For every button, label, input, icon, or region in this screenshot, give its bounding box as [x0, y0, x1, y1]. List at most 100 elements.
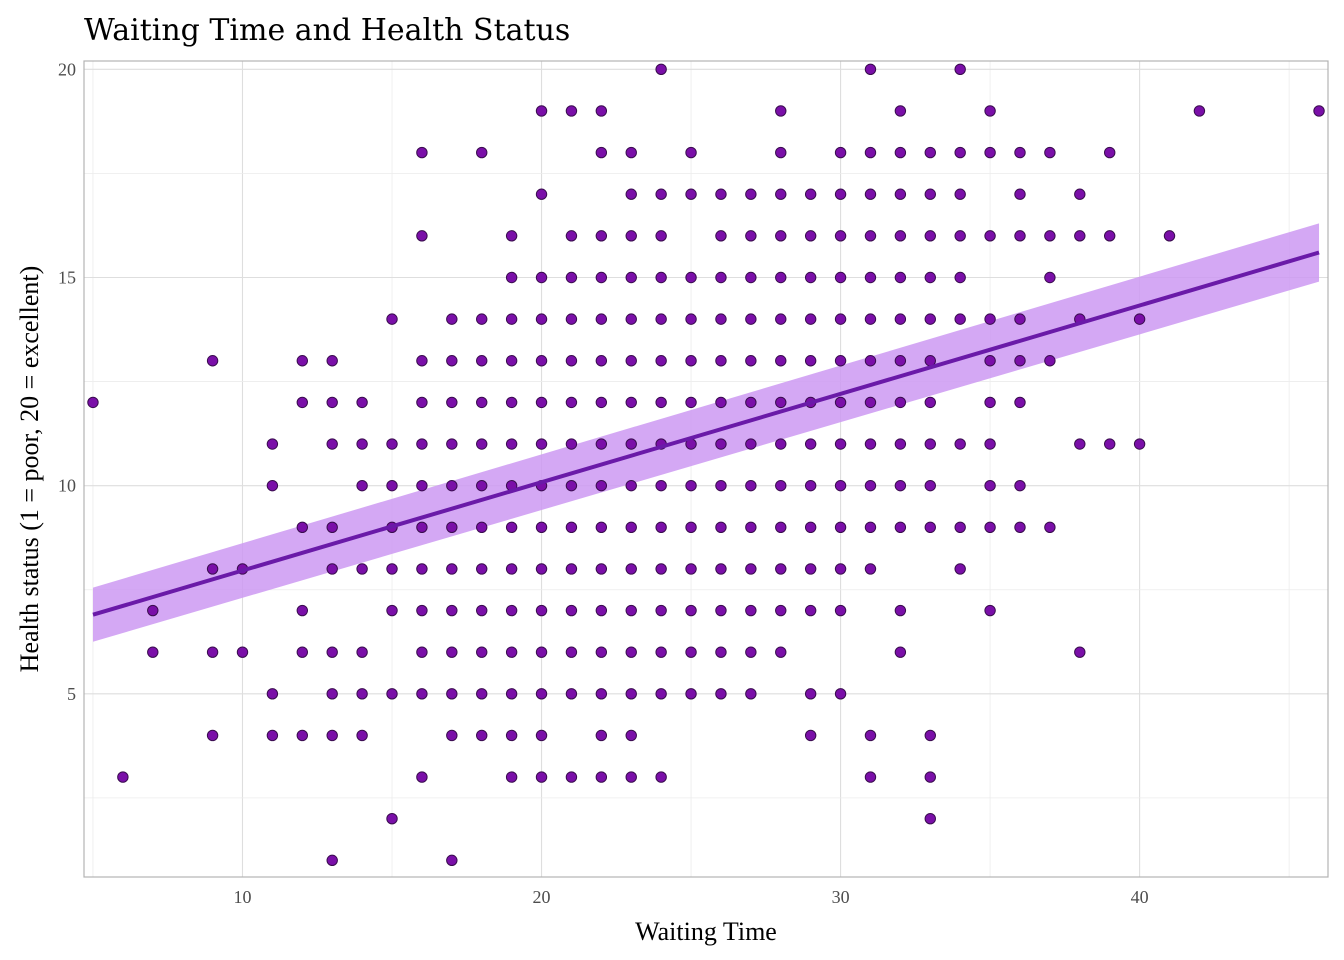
data-point [386, 604, 398, 617]
data-point [476, 396, 488, 409]
data-point [266, 438, 279, 450]
data-point [326, 396, 338, 409]
data-point [565, 313, 578, 325]
data-point [595, 688, 608, 700]
data-point [954, 438, 966, 450]
data-point [984, 105, 996, 117]
data-point [206, 563, 219, 575]
data-point [565, 438, 578, 450]
data-point [834, 563, 847, 575]
data-point [655, 63, 667, 76]
data-point [565, 355, 578, 367]
data-point [924, 271, 936, 284]
data-point [894, 438, 907, 450]
data-point [1014, 479, 1026, 492]
data-point [924, 396, 936, 409]
panel-border [83, 60, 1329, 878]
data-point [326, 563, 338, 575]
data-point [745, 313, 757, 325]
data-point [535, 688, 548, 700]
data-point [894, 146, 907, 159]
data-point [804, 729, 817, 742]
data-point [864, 479, 877, 492]
data-point [834, 230, 847, 242]
data-point [476, 146, 488, 159]
data-point [984, 604, 996, 617]
data-point [745, 604, 757, 617]
data-point [775, 604, 787, 617]
data-point [595, 230, 608, 242]
data-point [655, 479, 667, 492]
data-point [984, 355, 996, 367]
data-point [565, 479, 578, 492]
data-point [954, 188, 966, 200]
data-point [834, 604, 847, 617]
data-point [535, 105, 548, 117]
data-point [775, 313, 787, 325]
data-point [715, 646, 727, 658]
data-point [595, 604, 608, 617]
data-point [446, 396, 458, 409]
data-point [595, 438, 608, 450]
data-point [416, 563, 428, 575]
data-point [266, 688, 279, 700]
data-point [685, 521, 697, 533]
data-point [775, 355, 787, 367]
data-point [505, 313, 518, 325]
data-point [87, 396, 99, 409]
data-point [655, 313, 667, 325]
data-point [745, 355, 757, 367]
data-point [326, 438, 338, 450]
data-point [625, 396, 637, 409]
y-tick-label: 10 [58, 476, 76, 496]
data-point [535, 563, 548, 575]
data-point [206, 646, 219, 658]
data-point [894, 604, 907, 617]
data-point [326, 729, 338, 742]
x-axis-title: Waiting Time [635, 917, 777, 946]
data-point [505, 729, 518, 742]
data-point [535, 771, 548, 783]
y-tick-label: 5 [67, 684, 76, 704]
data-point [954, 313, 966, 325]
data-point [954, 271, 966, 284]
data-point [894, 271, 907, 284]
data-point [685, 688, 697, 700]
data-point [775, 146, 787, 159]
data-point [834, 438, 847, 450]
data-point [715, 230, 727, 242]
data-point [625, 271, 637, 284]
data-point [1163, 230, 1176, 242]
data-point [595, 729, 608, 742]
data-point [476, 563, 488, 575]
data-point [864, 188, 877, 200]
data-point [924, 479, 936, 492]
data-point [804, 355, 817, 367]
data-point [386, 438, 398, 450]
data-point [356, 688, 368, 700]
data-point [715, 355, 727, 367]
data-point [685, 188, 697, 200]
data-point [476, 646, 488, 658]
data-point [535, 313, 548, 325]
regression-line-layer [92, 250, 1320, 617]
data-point [625, 646, 637, 658]
data-point [386, 813, 398, 825]
data-point [954, 146, 966, 159]
data-point [1014, 230, 1026, 242]
data-point [595, 146, 608, 159]
data-point [505, 438, 518, 450]
data-point [416, 355, 428, 367]
data-point [804, 188, 817, 200]
data-point [296, 646, 308, 658]
data-point [625, 355, 637, 367]
data-point [505, 771, 518, 783]
data-point [1014, 521, 1026, 533]
y-tick-label: 15 [58, 267, 76, 287]
data-point [655, 230, 667, 242]
data-point [864, 563, 877, 575]
data-point [685, 355, 697, 367]
data-point [984, 396, 996, 409]
data-point [924, 771, 936, 783]
data-point [685, 396, 697, 409]
